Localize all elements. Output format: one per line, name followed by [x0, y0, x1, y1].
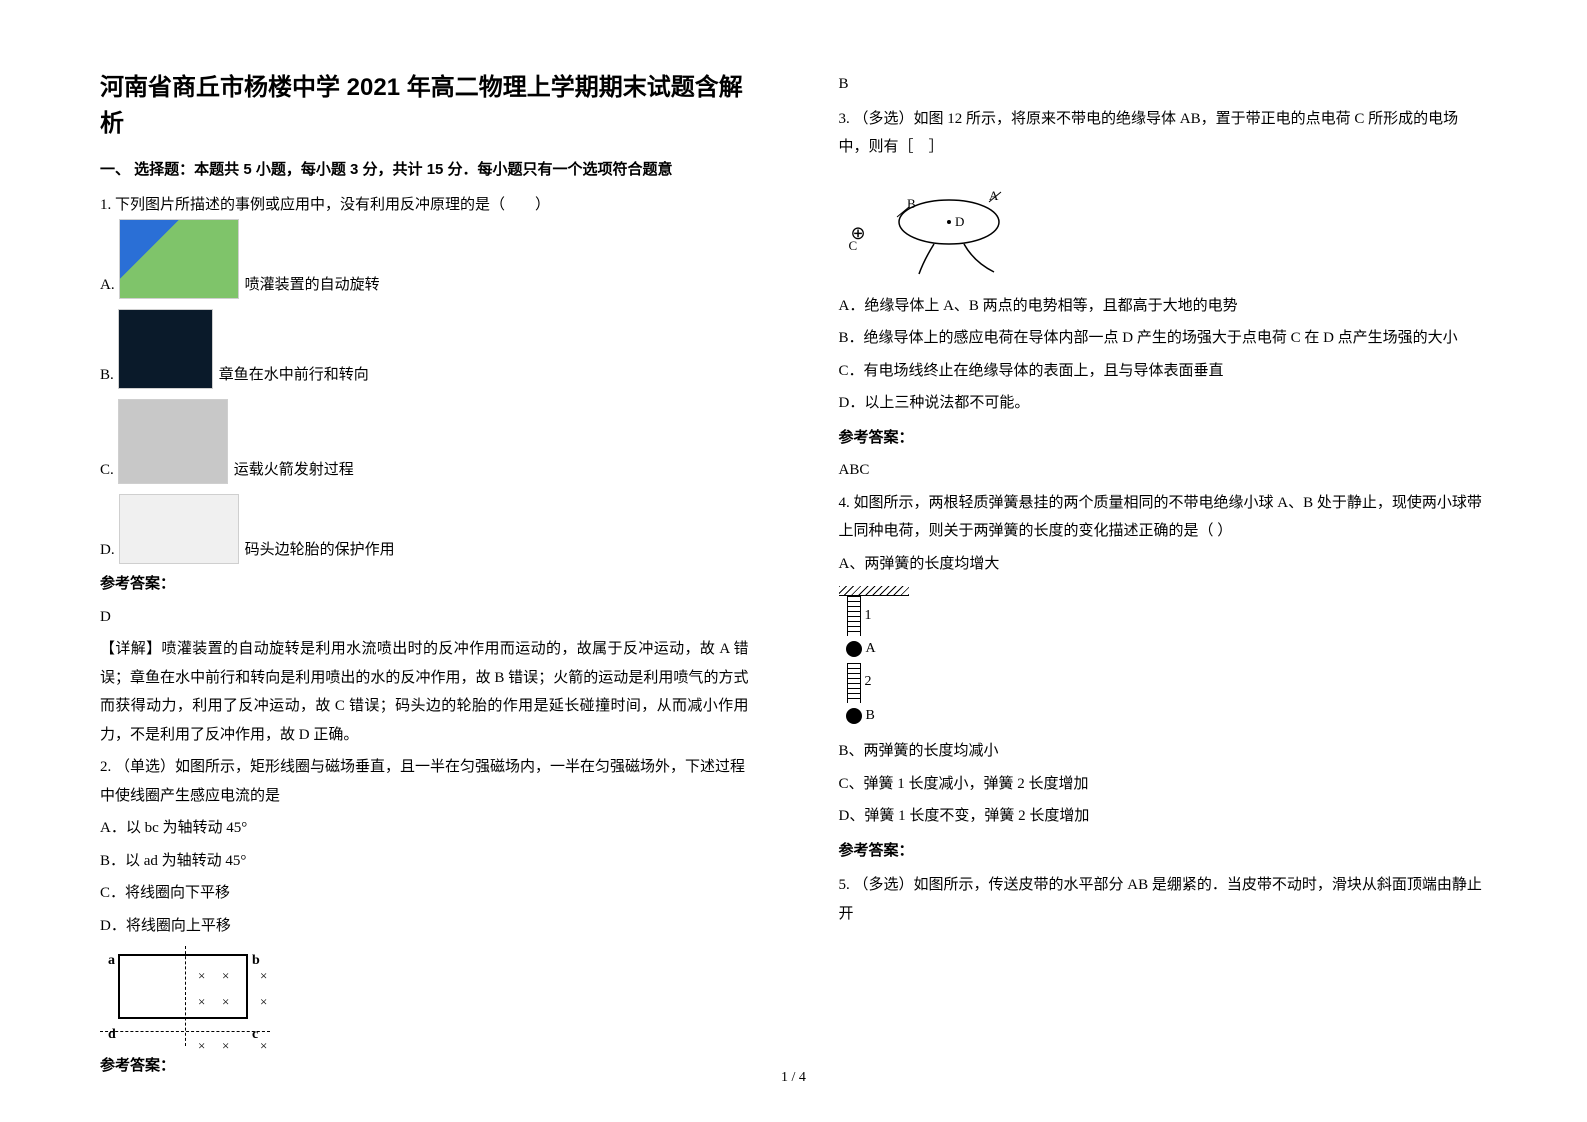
x-icon: ×	[222, 964, 229, 989]
x-icon: ×	[222, 990, 229, 1015]
x-icon: ×	[260, 990, 267, 1015]
q2-option-c: C．将线圈向下平移	[100, 879, 749, 908]
q1-stem: 1. 下列图片所描述的事例或应用中，没有利用反冲原理的是（ ）	[100, 191, 749, 220]
q3-figure: ⊕ C D B A	[839, 172, 1019, 282]
x-icon: ×	[198, 964, 205, 989]
q4-fig-ceiling	[839, 586, 909, 596]
q3-option-a: A．绝缘导体上 A、B 两点的电势相等，且都高于大地的电势	[839, 292, 1488, 321]
q1-answer-label: 参考答案：	[100, 570, 749, 599]
q3-answer: ABC	[839, 456, 1488, 485]
q2-stem: 2. （单选）如图所示，矩形线圈与磁场垂直，且一半在匀强磁场内，一半在匀强磁场外…	[100, 753, 749, 810]
x-icon: ×	[198, 990, 205, 1015]
q4-fig-label-b: B	[866, 703, 875, 730]
q1-option-a: A. 喷灌装置的自动旋转	[100, 219, 749, 299]
q4-option-a: A、两弹簧的长度均增大	[839, 550, 1488, 579]
q4-fig-label-1: 1	[865, 603, 872, 630]
q3-option-b: B．绝缘导体上的感应电荷在导体内部一点 D 产生的场强大于点电荷 C 在 D 点…	[839, 324, 1488, 353]
q1-option-b: B. 章鱼在水中前行和转向	[100, 309, 749, 389]
q4-option-c: C、弹簧 1 长度减小，弹簧 2 长度增加	[839, 770, 1488, 799]
q1-optC-letter: C.	[100, 456, 114, 485]
section-1-heading: 一、 选择题：本题共 5 小题，每小题 3 分，共计 15 分．每小题只有一个选…	[100, 156, 749, 185]
q1-answer: D	[100, 603, 749, 632]
q2-figure: a b c d × × × × × × × × ×	[100, 946, 270, 1046]
q4-answer-label: 参考答案：	[839, 837, 1488, 866]
q2-fig-label-a: a	[108, 948, 115, 975]
q2-option-d: D．将线圈向上平移	[100, 912, 749, 941]
q1-image-c	[118, 399, 228, 484]
q3-fig-label-b: B	[907, 196, 916, 211]
x-icon: ×	[222, 1034, 229, 1059]
q1-image-a	[119, 219, 239, 299]
q2-fig-dash-horiz	[100, 1031, 270, 1032]
q5-stem: 5. （多选）如图所示，传送皮带的水平部分 AB 是绷紧的．当皮带不动时，滑块从…	[839, 871, 1488, 928]
q1-option-d: D. 码头边轮胎的保护作用	[100, 494, 749, 564]
q2-fig-label-d: d	[108, 1022, 116, 1049]
q4-fig-ball-b	[846, 708, 862, 724]
q3-stem: 3. （多选）如图 12 所示，将原来不带电的绝缘导体 AB，置于带正电的点电荷…	[839, 105, 1488, 162]
q1-optB-text: 章鱼在水中前行和转向	[219, 361, 369, 390]
q2-answer: B	[839, 70, 1488, 99]
q2-option-a: A．以 bc 为轴转动 45°	[100, 814, 749, 843]
q4-fig-label-2: 2	[865, 669, 872, 696]
x-icon: ×	[198, 1034, 205, 1059]
q4-fig-label-a: A	[866, 636, 876, 663]
q1-explain: 【详解】喷灌装置的自动旋转是利用水流喷出时的反冲作用而运动的，故属于反冲运动，故…	[100, 635, 749, 749]
q1-image-b	[118, 309, 213, 389]
q2-option-b: B．以 ad 为轴转动 45°	[100, 847, 749, 876]
q4-option-d: D、弹簧 1 长度不变，弹簧 2 长度增加	[839, 802, 1488, 831]
q1-optC-text: 运载火箭发射过程	[234, 456, 354, 485]
q1-optD-text: 码头边轮胎的保护作用	[245, 536, 395, 565]
page-number: 1 / 4	[0, 1065, 1587, 1092]
q1-optA-letter: A.	[100, 271, 115, 300]
q3-option-c: C．有电场线终止在绝缘导体的表面上，且与导体表面垂直	[839, 357, 1488, 386]
q1-option-c: C. 运载火箭发射过程	[100, 399, 749, 484]
q4-fig-spring-2	[847, 663, 861, 703]
q4-fig-spring-1	[847, 596, 861, 636]
q4-figure: 1 A 2 B	[839, 586, 909, 729]
q2-fig-label-c: c	[252, 1022, 258, 1049]
q4-option-b: B、两弹簧的长度均减小	[839, 737, 1488, 766]
q1-optD-letter: D.	[100, 536, 115, 565]
x-icon: ×	[260, 964, 267, 989]
q4-fig-ball-a	[846, 641, 862, 657]
q4-stem: 4. 如图所示，两根轻质弹簧悬挂的两个质量相同的不带电绝缘小球 A、B 处于静止…	[839, 489, 1488, 546]
q1-image-d	[119, 494, 239, 564]
page-title: 河南省商丘市杨楼中学 2021 年高二物理上学期期末试题含解析	[100, 70, 749, 142]
q3-answer-label: 参考答案：	[839, 424, 1488, 453]
q1-optA-text: 喷灌装置的自动旋转	[245, 271, 380, 300]
q1-optB-letter: B.	[100, 361, 114, 390]
x-icon: ×	[260, 1034, 267, 1059]
q3-fig-svg: D B A	[839, 172, 1019, 282]
q3-fig-label-d: D	[955, 214, 964, 229]
q2-fig-label-b: b	[252, 948, 260, 975]
q3-option-d: D．以上三种说法都不可能。	[839, 389, 1488, 418]
